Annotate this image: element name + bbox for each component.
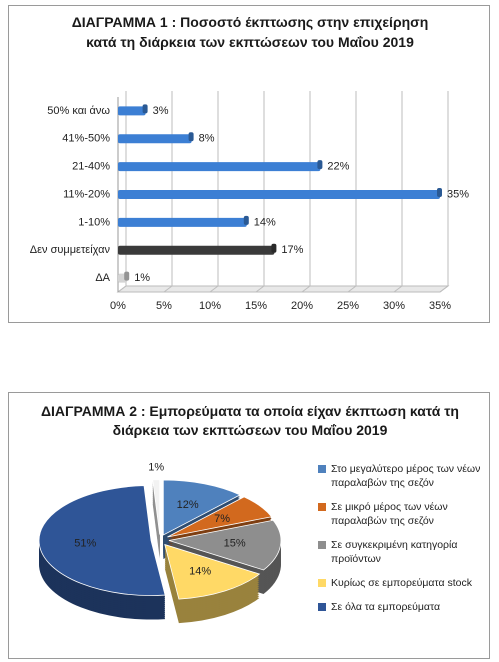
data-label: 8% <box>199 133 215 145</box>
x-tick-label: 35% <box>429 300 451 312</box>
data-label: 1% <box>134 272 150 284</box>
data-label: 7% <box>214 513 230 525</box>
legend-swatch <box>318 541 326 549</box>
legend-item: Στο μεγαλύτερο μέρος των νέων παραλαβών … <box>318 462 493 490</box>
y-tick-label: 1-10% <box>78 216 110 228</box>
data-label: 14% <box>254 216 276 228</box>
bar <box>118 190 440 199</box>
tick-mark <box>209 285 219 293</box>
x-tick-label: 20% <box>291 300 313 312</box>
legend-label: Κυρίως σε εμπορεύματα stock <box>331 577 472 589</box>
data-label: 22% <box>327 161 349 173</box>
tick-mark <box>255 285 265 293</box>
x-tick-label: 15% <box>245 300 267 312</box>
legend-item: Κυρίως σε εμπορεύματα stock <box>318 576 493 590</box>
chart-title: ΔΙΑΓΡΑΜΜΑ 2 : Εμπορεύματα τα οποία είχαν… <box>40 403 459 438</box>
y-tick-label: ΔΑ <box>95 272 110 284</box>
chart-title: ΔΙΑΓΡΑΜΜΑ 1 : Ποσοστό έκπτωσης στην επιχ… <box>71 14 429 50</box>
slice <box>168 519 282 571</box>
tick-mark <box>347 285 357 293</box>
slice <box>167 496 273 538</box>
x-tick-label: 10% <box>199 300 221 312</box>
bar <box>118 106 146 116</box>
bar-depth <box>188 132 194 142</box>
pie-chart: 12% 7% 15% 14% 51% 1% <box>38 462 282 624</box>
legend-swatch <box>318 465 326 473</box>
bar-depth <box>317 160 323 170</box>
x-tick-label: 5% <box>156 300 172 312</box>
legend-item: Σε όλα τα εμπορεύματα <box>318 600 493 614</box>
bar <box>118 245 275 255</box>
data-label: 35% <box>447 188 469 200</box>
bar-depth <box>142 104 148 114</box>
bar-depth <box>124 271 130 281</box>
legend-item: Σε μικρό μέρος των νέων παραλαβών της σε… <box>318 500 493 528</box>
data-label: 51% <box>74 537 96 549</box>
y-tick-label: 50% και άνω <box>47 105 110 117</box>
slice <box>38 485 166 596</box>
bar-chart: 0% 5% 10% 15% 20% 25% 30% 35% 50% και άνω 3% 41%-5… <box>30 91 469 312</box>
data-label: 15% <box>224 537 246 549</box>
tick-mark <box>163 285 173 293</box>
x-tick-label: 0% <box>110 300 126 312</box>
x-tick-label: 30% <box>383 300 405 312</box>
tick-mark <box>439 285 449 293</box>
data-label: 17% <box>281 244 303 256</box>
bar-depth <box>271 243 277 253</box>
bar-depth <box>243 215 249 225</box>
legend-swatch <box>318 503 326 511</box>
bar <box>118 217 247 227</box>
legend-label: Σε μικρό μέρος των νέων παραλαβών της σε… <box>331 501 448 527</box>
tick-mark <box>393 285 403 293</box>
legend-label: Σε συγκεκριμένη κατηγορία προϊόντων <box>331 539 458 565</box>
tick-mark <box>117 285 127 293</box>
data-label: 3% <box>153 105 169 117</box>
data-label: 14% <box>189 566 211 578</box>
legend: Στο μεγαλύτερο μέρος των νέων παραλαβών … <box>318 462 493 624</box>
y-tick-label: 11%-20% <box>63 188 110 200</box>
y-tick-label: 41%-50% <box>62 133 110 145</box>
x-tick-label: 25% <box>337 300 359 312</box>
legend-item: Σε συγκεκριμένη κατηγορία προϊόντων <box>318 538 493 566</box>
tick-mark <box>301 285 311 293</box>
y-tick-label: Δεν συμμετείχαν <box>30 244 111 256</box>
bar <box>118 162 321 172</box>
data-label: 12% <box>177 499 199 511</box>
legend-label: Στο μεγαλύτερο μέρος των νέων παραλαβών … <box>331 463 481 489</box>
data-label: 1% <box>148 462 164 474</box>
y-tick-label: 21-40% <box>72 161 110 173</box>
legend-label: Σε όλα τα εμπορεύματα <box>331 601 441 613</box>
bar-depth <box>437 188 442 197</box>
slice <box>162 479 241 536</box>
slice <box>164 543 261 600</box>
legend-swatch <box>318 603 326 611</box>
legend-swatch <box>318 579 326 587</box>
slice <box>152 479 161 535</box>
bar <box>118 134 192 144</box>
